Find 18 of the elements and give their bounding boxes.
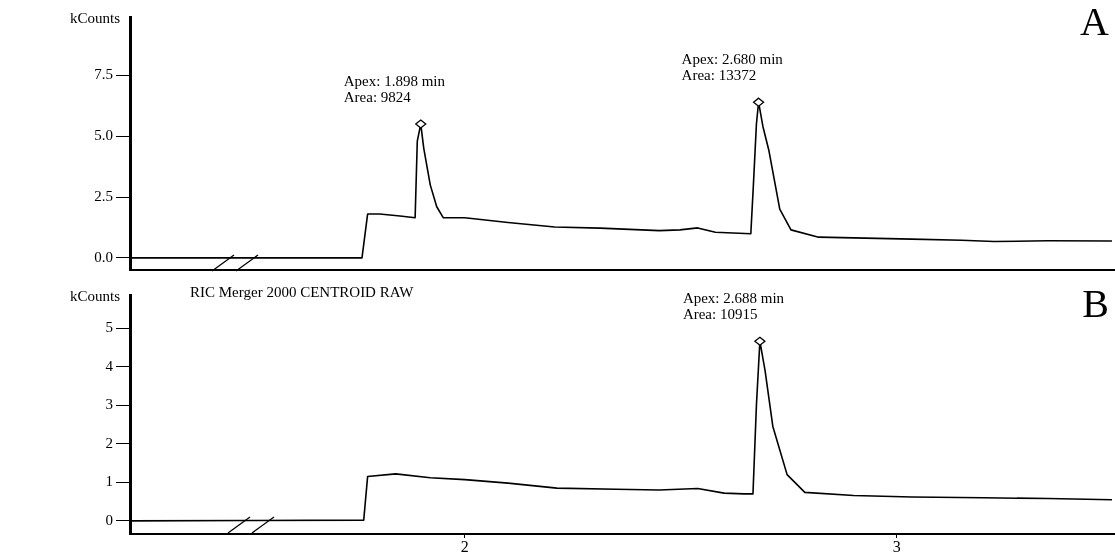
y-tick-label: 2 xyxy=(105,434,113,451)
y-tick-label: 5 xyxy=(105,319,113,336)
y-tick-label: 0 xyxy=(105,511,113,528)
y-tick-label: 2.5 xyxy=(94,187,113,204)
annotation: Apex: 2.680 min Area: 13372 xyxy=(681,51,784,84)
chart-subtitle: RIC Merger 2000 CENTROID RAW xyxy=(190,284,415,301)
y-axis-title: kCounts xyxy=(69,287,121,304)
annotation: Apex: 2.688 min Area: 10915 xyxy=(682,290,785,323)
y-axis-title: kCounts xyxy=(69,9,121,26)
y-tick-label: 5.0 xyxy=(94,127,113,144)
y-tick-label: 0.0 xyxy=(94,248,113,265)
chart-title: B xyxy=(1082,280,1109,326)
y-tick-label: 7.5 xyxy=(94,66,113,83)
y-tick-label: 1 xyxy=(105,473,113,490)
y-tick-label: 4 xyxy=(105,357,114,374)
chart-title: A xyxy=(1080,0,1110,44)
annotation: Apex: 1.898 min Area: 9824 xyxy=(343,73,446,106)
y-tick-label: 3 xyxy=(105,396,113,413)
